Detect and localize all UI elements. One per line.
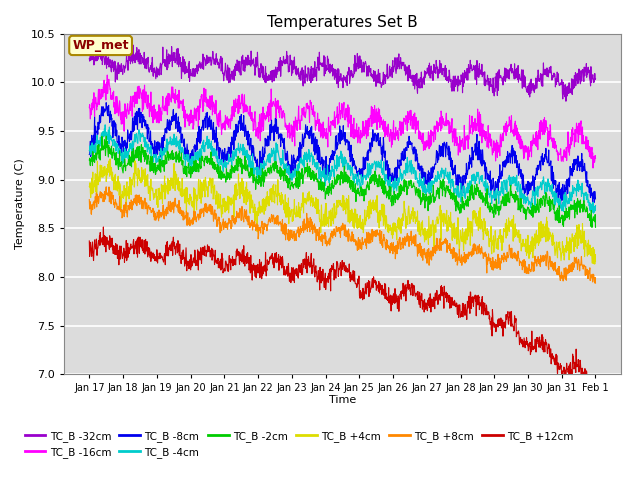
TC_B +12cm: [421, 306, 429, 312]
TC_B -16cm: [104, 72, 111, 78]
TC_B +8cm: [186, 223, 194, 228]
TC_B -32cm: [591, 76, 599, 82]
TC_B +8cm: [102, 184, 110, 190]
TC_B -4cm: [487, 188, 495, 194]
TC_B +4cm: [421, 225, 429, 231]
TC_B -2cm: [186, 169, 194, 175]
TC_B +12cm: [198, 251, 206, 257]
TC_B -32cm: [186, 70, 194, 76]
TC_B +8cm: [86, 197, 93, 203]
Line: TC_B +4cm: TC_B +4cm: [90, 159, 595, 264]
TC_B -32cm: [487, 84, 495, 89]
TC_B +4cm: [487, 223, 495, 229]
TC_B +4cm: [106, 156, 114, 162]
TC_B -16cm: [532, 130, 540, 135]
TC_B -16cm: [255, 130, 262, 136]
TC_B -8cm: [557, 202, 564, 208]
TC_B -32cm: [532, 75, 540, 81]
TC_B +12cm: [591, 390, 599, 396]
Line: TC_B -16cm: TC_B -16cm: [90, 75, 595, 168]
TC_B -16cm: [198, 96, 206, 102]
Title: Temperatures Set B: Temperatures Set B: [267, 15, 418, 30]
TC_B +12cm: [589, 393, 597, 399]
TC_B +8cm: [532, 256, 540, 262]
TC_B -2cm: [591, 225, 599, 230]
TC_B -2cm: [532, 204, 540, 209]
TC_B -4cm: [186, 160, 194, 166]
TC_B -2cm: [198, 157, 206, 163]
TC_B -4cm: [255, 172, 262, 178]
TC_B -32cm: [255, 74, 262, 80]
TC_B -2cm: [255, 173, 262, 179]
TC_B -8cm: [86, 152, 93, 157]
TC_B +8cm: [255, 225, 262, 230]
TC_B +4cm: [532, 241, 540, 247]
TC_B +8cm: [591, 280, 599, 286]
TC_B -4cm: [589, 210, 597, 216]
TC_B +12cm: [487, 319, 495, 324]
TC_B +12cm: [100, 224, 108, 230]
TC_B +4cm: [591, 258, 599, 264]
TC_B -4cm: [86, 148, 93, 154]
TC_B -32cm: [421, 75, 429, 81]
Legend: TC_B -32cm, TC_B -16cm, TC_B -8cm, TC_B -4cm, TC_B -2cm, TC_B +4cm, TC_B +8cm, T: TC_B -32cm, TC_B -16cm, TC_B -8cm, TC_B …: [25, 431, 573, 458]
TC_B +4cm: [198, 194, 206, 200]
Line: TC_B +12cm: TC_B +12cm: [90, 227, 595, 396]
TC_B -4cm: [101, 122, 109, 128]
Line: TC_B +8cm: TC_B +8cm: [90, 187, 595, 283]
TC_B -16cm: [591, 156, 599, 161]
TC_B +12cm: [86, 238, 93, 244]
TC_B -8cm: [186, 153, 194, 159]
TC_B +12cm: [255, 268, 262, 274]
TC_B -8cm: [591, 196, 599, 202]
TC_B -32cm: [562, 98, 570, 104]
TC_B -4cm: [198, 145, 206, 151]
TC_B -8cm: [421, 180, 429, 186]
TC_B -4cm: [421, 187, 429, 193]
TC_B -32cm: [86, 56, 93, 61]
TC_B +12cm: [532, 342, 540, 348]
TC_B -8cm: [255, 167, 262, 173]
TC_B -2cm: [102, 133, 110, 139]
TC_B -16cm: [589, 165, 597, 171]
Text: WP_met: WP_met: [72, 39, 129, 52]
TC_B -2cm: [86, 157, 93, 163]
TC_B -16cm: [487, 143, 495, 149]
Line: TC_B -8cm: TC_B -8cm: [90, 103, 595, 205]
TC_B -16cm: [86, 105, 93, 110]
TC_B -8cm: [198, 123, 206, 129]
TC_B -2cm: [487, 203, 495, 209]
TC_B -2cm: [588, 225, 596, 230]
TC_B +8cm: [421, 251, 429, 256]
TC_B +8cm: [198, 209, 206, 215]
TC_B -32cm: [198, 60, 206, 65]
Line: TC_B -32cm: TC_B -32cm: [90, 45, 595, 101]
TC_B +8cm: [487, 264, 495, 270]
TC_B -4cm: [591, 203, 599, 208]
TC_B -8cm: [532, 172, 540, 178]
TC_B -16cm: [421, 139, 429, 144]
TC_B -4cm: [532, 185, 540, 191]
TC_B +12cm: [186, 265, 194, 271]
TC_B -32cm: [97, 42, 104, 48]
TC_B -8cm: [487, 189, 495, 195]
TC_B +4cm: [255, 209, 262, 215]
TC_B -16cm: [186, 121, 194, 127]
Y-axis label: Temperature (C): Temperature (C): [15, 158, 25, 250]
TC_B +4cm: [86, 184, 93, 190]
TC_B +4cm: [186, 191, 194, 197]
TC_B +4cm: [591, 261, 598, 267]
Line: TC_B -2cm: TC_B -2cm: [90, 136, 595, 228]
TC_B -2cm: [421, 205, 429, 211]
Line: TC_B -4cm: TC_B -4cm: [90, 125, 595, 213]
X-axis label: Time: Time: [329, 395, 356, 405]
TC_B -8cm: [102, 100, 110, 106]
